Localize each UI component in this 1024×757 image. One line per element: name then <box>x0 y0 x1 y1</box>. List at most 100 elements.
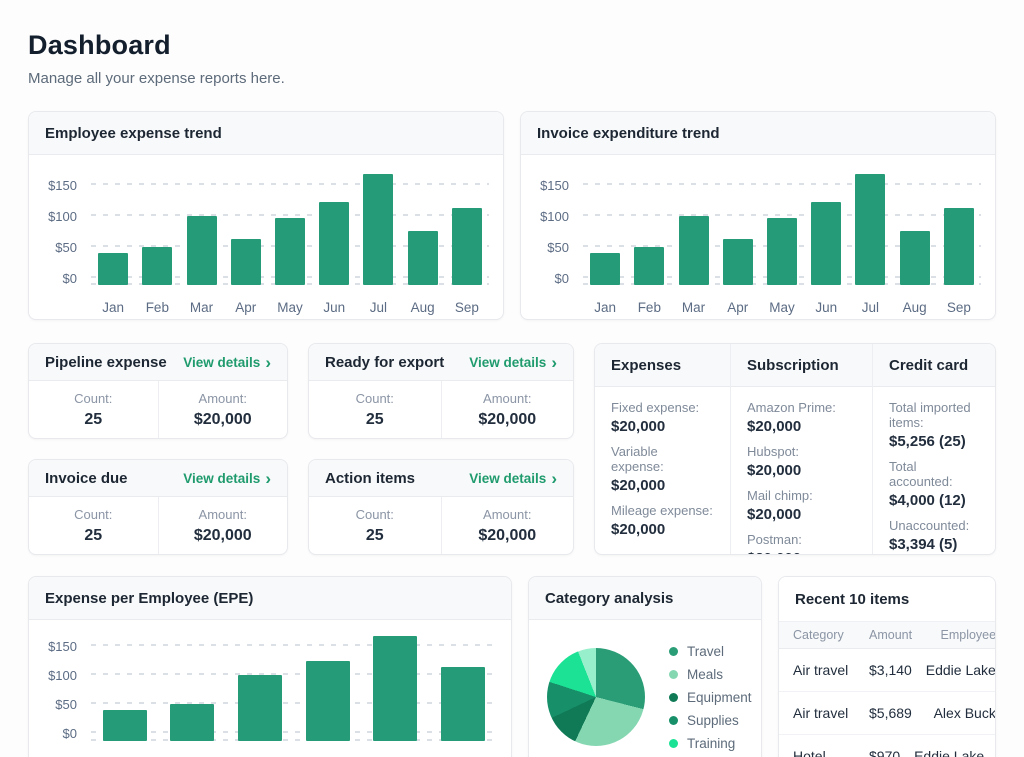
breakdown-item: Total accounted: $4,000 (12) <box>889 459 979 509</box>
card-title: Action items <box>325 469 416 487</box>
column-title: Subscription <box>747 356 839 374</box>
bar <box>634 247 665 285</box>
breakdown-item-label: Total imported items: <box>889 400 971 430</box>
breakdown-item-label: Fixed expense: <box>611 400 700 415</box>
view-details-button[interactable]: View details › <box>469 468 557 488</box>
gridline <box>91 644 497 646</box>
card-title: Category analysis <box>545 589 674 607</box>
table-cell: Air travel <box>793 662 849 678</box>
bar <box>766 217 797 285</box>
bars-group <box>91 155 489 285</box>
x-axis-label: Apr <box>727 300 749 315</box>
breakdown-item: Amazon Prime: $20,000 <box>747 400 856 435</box>
y-axis-tick: $150 <box>48 639 77 654</box>
y-axis-tick: $0 <box>62 726 77 741</box>
column-title: Credit card <box>889 356 969 374</box>
chevron-right-icon: › <box>551 352 557 372</box>
action-items-card: Action items View details › Count: 25 Am… <box>308 459 574 555</box>
gridline <box>91 214 489 216</box>
bar <box>363 173 394 285</box>
bar <box>319 202 350 285</box>
amount-cell: Amount: $20,000 <box>440 381 574 438</box>
bars-group <box>583 155 981 285</box>
bar <box>722 238 753 285</box>
breakdown-item-label: Postman: <box>747 532 802 547</box>
table-row: Air travel $3,140 Eddie Lake <box>779 649 995 692</box>
x-axis-label: May <box>769 300 795 315</box>
invoice-expenditure-trend-card: Invoice expenditure trend $150 $100 $50 $0 J… <box>520 111 996 320</box>
x-axis-label: Aug <box>902 300 927 315</box>
breakdown-item-value: $20,000 <box>747 418 802 435</box>
column-header: Subscription <box>731 344 872 387</box>
breakdown-item-label: Total accounted: <box>889 459 953 489</box>
summary-body: Count: 25 Amount: $20,000 <box>29 381 287 438</box>
bar <box>238 675 283 741</box>
count-value: 25 <box>365 410 384 428</box>
bar <box>142 247 173 285</box>
column-header-amount: Amount <box>869 628 913 642</box>
bar <box>441 667 486 741</box>
legend-label: Training <box>687 736 736 751</box>
view-details-label: View details <box>183 470 261 486</box>
card-header: Pipeline expense View details › <box>29 344 287 381</box>
card-title: Invoice expenditure trend <box>537 124 720 142</box>
bar <box>678 216 709 285</box>
expense-per-employee-chart: $150 $100 $50 $0 <box>29 620 511 757</box>
expense-breakdown-panel: Expenses Fixed expense: $20,000 Variable e… <box>594 343 996 555</box>
breakdown-item-value: $4,000 (12) <box>889 492 966 509</box>
amount-cell: Amount: $20,000 <box>157 381 288 438</box>
card-header: Invoice expenditure trend <box>521 112 995 155</box>
breakdown-item-label: Unaccounted: <box>889 518 970 533</box>
dashboard-page: Dashboard Manage all your expense report… <box>0 30 1024 757</box>
legend-item: Equipment <box>669 690 752 705</box>
bar <box>98 253 129 285</box>
subscription-items: Amazon Prime: $20,000 Hubspot: $20,000 Mail … <box>731 387 872 554</box>
view-details-label: View details <box>183 354 261 370</box>
category-analysis-card: Category analysis Travel Meals Equipment Su… <box>528 576 762 757</box>
count-label: Count: <box>74 506 113 522</box>
bar <box>230 238 261 285</box>
amount-label: Amount: <box>483 390 532 406</box>
bar <box>899 230 930 285</box>
table-cell: Eddie Lake <box>925 662 996 678</box>
legend-item: Meals <box>669 667 752 682</box>
bar <box>590 253 621 285</box>
bar <box>373 635 418 741</box>
column-header-category: Category <box>793 628 844 642</box>
bottom-section: Expense per Employee (EPE) $150 $100 $50 $0… <box>28 576 996 757</box>
bar <box>855 173 886 285</box>
table-row: Hotel $970 Eddie Lake <box>779 735 995 757</box>
x-axis-label: Apr <box>235 300 257 315</box>
card-title: Recent 10 items <box>779 577 995 622</box>
breakdown-item-label: Mail chimp: <box>747 488 813 503</box>
breakdown-item: Postman: $20,000 <box>747 532 856 554</box>
bar <box>407 230 438 285</box>
summary-section: Pipeline expense View details › Count: 2… <box>28 343 996 555</box>
y-axis-tick: $100 <box>48 209 77 224</box>
breakdown-item: Fixed expense: $20,000 <box>611 400 714 435</box>
view-details-button[interactable]: View details › <box>183 470 271 487</box>
gridline <box>91 673 497 675</box>
x-axis-label: Jan <box>594 300 616 315</box>
amount-label: Amount: <box>483 506 532 522</box>
page-title: Dashboard <box>28 30 171 60</box>
amount-value: $20,000 <box>478 410 537 428</box>
table-cell: Eddie Lake <box>914 748 985 757</box>
legend-label: Meals <box>687 667 724 682</box>
employee-expense-trend-chart: $150 $100 $50 $0 Jan Feb Mar Apr May Jun Jul Aug Sep <box>29 155 503 319</box>
view-details-button[interactable]: View details › <box>183 354 271 371</box>
breakdown-item: Total imported items: $5,256 (25) <box>889 400 979 450</box>
bar <box>170 704 215 741</box>
legend-label: Equipment <box>687 690 752 705</box>
x-axis-label: Aug <box>410 300 435 315</box>
view-details-button[interactable]: View details › <box>469 352 557 372</box>
table-cell: Alex Buck <box>933 705 996 721</box>
card-title: Expense per Employee (EPE) <box>45 589 254 607</box>
x-axis-label: Jan <box>102 300 124 315</box>
count-cell: Count: 25 <box>309 497 441 554</box>
invoice-due-card: Invoice due View details › Count: 25 Amo… <box>28 459 288 555</box>
table-cell: $3,140 <box>869 662 912 678</box>
breakdown-item: Hubspot: $20,000 <box>747 444 856 479</box>
count-cell: Count: 25 <box>29 497 158 554</box>
chevron-right-icon: › <box>551 468 557 488</box>
